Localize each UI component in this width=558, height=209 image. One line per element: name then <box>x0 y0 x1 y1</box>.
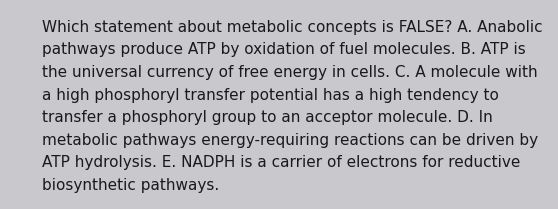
Text: the universal currency of free energy in cells. C. A molecule with: the universal currency of free energy in… <box>42 65 537 80</box>
Text: metabolic pathways energy-requiring reactions can be driven by: metabolic pathways energy-requiring reac… <box>42 133 538 148</box>
Text: biosynthetic pathways.: biosynthetic pathways. <box>42 178 219 193</box>
Text: transfer a phosphoryl group to an acceptor molecule. D. In: transfer a phosphoryl group to an accept… <box>42 110 493 125</box>
Text: pathways produce ATP by oxidation of fuel molecules. B. ATP is: pathways produce ATP by oxidation of fue… <box>42 42 526 57</box>
Text: a high phosphoryl transfer potential has a high tendency to: a high phosphoryl transfer potential has… <box>42 88 499 103</box>
Text: ATP hydrolysis. E. NADPH is a carrier of electrons for reductive: ATP hydrolysis. E. NADPH is a carrier of… <box>42 155 520 170</box>
Text: Which statement about metabolic concepts is FALSE? A. Anabolic: Which statement about metabolic concepts… <box>42 20 542 35</box>
